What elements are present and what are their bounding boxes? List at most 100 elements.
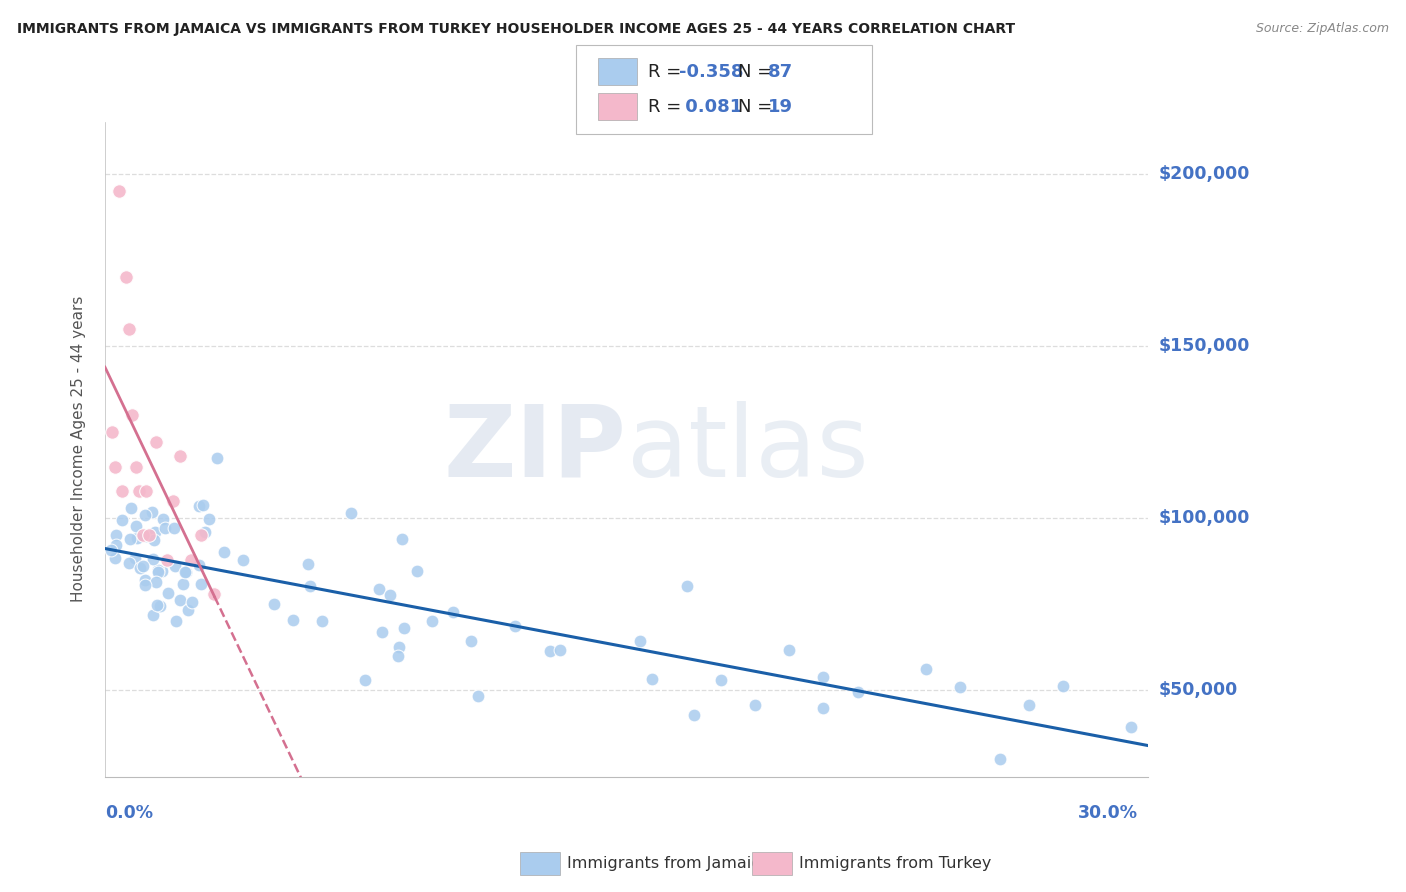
Point [143, 525, 166, 540]
Point [150, 564, 173, 578]
Point [368, 582, 391, 596]
Text: IMMIGRANTS FROM JAMAICA VS IMMIGRANTS FROM TURKEY HOUSEHOLDER INCOME AGES 25 - 4: IMMIGRANTS FROM JAMAICA VS IMMIGRANTS FR… [17, 22, 1015, 37]
Point [107, 184, 129, 198]
Point [118, 556, 141, 570]
Text: $50,000: $50,000 [1159, 681, 1237, 699]
Point [173, 565, 195, 579]
Point [683, 707, 706, 722]
Point [131, 528, 153, 542]
Point [138, 528, 160, 542]
Point [125, 459, 148, 474]
Point [152, 512, 174, 526]
Point [162, 521, 184, 535]
Text: $150,000: $150,000 [1159, 337, 1250, 355]
Point [120, 500, 142, 515]
Point [460, 633, 482, 648]
Point [406, 564, 429, 578]
Point [145, 435, 167, 450]
Point [163, 558, 186, 573]
Text: Immigrants from Jamaica: Immigrants from Jamaica [567, 856, 769, 871]
Point [125, 518, 148, 533]
Point [281, 613, 304, 627]
Point [394, 621, 416, 635]
Text: 0.081: 0.081 [679, 98, 742, 116]
Text: 87: 87 [768, 62, 793, 80]
Point [180, 594, 202, 608]
Point [124, 551, 146, 566]
Point [172, 577, 194, 591]
Point [988, 752, 1011, 766]
Point [846, 685, 869, 699]
Text: $100,000: $100,000 [1159, 509, 1250, 527]
Point [101, 425, 124, 439]
Point [744, 698, 766, 713]
Point [134, 578, 156, 592]
Text: atlas: atlas [627, 401, 869, 498]
Point [121, 408, 143, 422]
Point [194, 525, 217, 540]
Point [340, 507, 363, 521]
Point [207, 451, 229, 466]
Point [104, 459, 127, 474]
Point [135, 483, 157, 498]
Point [142, 608, 165, 623]
Point [387, 649, 409, 664]
Point [104, 538, 127, 552]
Point [388, 640, 411, 654]
Point [675, 579, 697, 593]
Point [1121, 720, 1143, 734]
Point [155, 552, 177, 566]
Point [156, 586, 179, 600]
Point [811, 701, 834, 715]
Point [311, 614, 333, 628]
Point [169, 592, 191, 607]
Text: Immigrants from Turkey: Immigrants from Turkey [799, 856, 991, 871]
Point [174, 565, 197, 579]
Point [142, 533, 165, 548]
Point [505, 619, 527, 633]
Point [371, 625, 394, 640]
Point [141, 505, 163, 519]
Point [162, 494, 184, 508]
Point [299, 579, 322, 593]
Point [378, 587, 401, 601]
Point [915, 662, 938, 676]
Text: Source: ZipAtlas.com: Source: ZipAtlas.com [1256, 22, 1389, 36]
Point [149, 599, 172, 613]
Point [134, 573, 156, 587]
Point [132, 559, 155, 574]
Text: N =: N = [738, 62, 778, 80]
Point [187, 558, 209, 572]
Point [118, 322, 141, 336]
Text: 30.0%: 30.0% [1078, 804, 1137, 822]
Point [1018, 698, 1040, 712]
Point [191, 498, 214, 512]
Point [100, 543, 122, 558]
Point [354, 673, 377, 687]
Point [125, 531, 148, 545]
Point [1052, 680, 1074, 694]
Point [146, 565, 169, 579]
Point [212, 544, 235, 558]
Point [142, 551, 165, 566]
Point [263, 598, 285, 612]
Point [114, 270, 136, 285]
Point [198, 512, 221, 526]
Y-axis label: Householder Income Ages 25 - 44 years: Householder Income Ages 25 - 44 years [72, 296, 86, 602]
Text: N =: N = [738, 98, 778, 116]
Point [441, 605, 464, 619]
Point [297, 558, 319, 572]
Point [949, 681, 972, 695]
Point [111, 513, 134, 527]
Point [128, 560, 150, 574]
Text: $200,000: $200,000 [1159, 165, 1250, 183]
Point [538, 644, 561, 658]
Point [118, 532, 141, 546]
Point [146, 563, 169, 577]
Point [179, 552, 201, 566]
Text: R =: R = [648, 98, 688, 116]
Point [778, 643, 800, 657]
Text: 0.0%: 0.0% [105, 804, 153, 822]
Point [391, 532, 413, 546]
Point [813, 670, 835, 684]
